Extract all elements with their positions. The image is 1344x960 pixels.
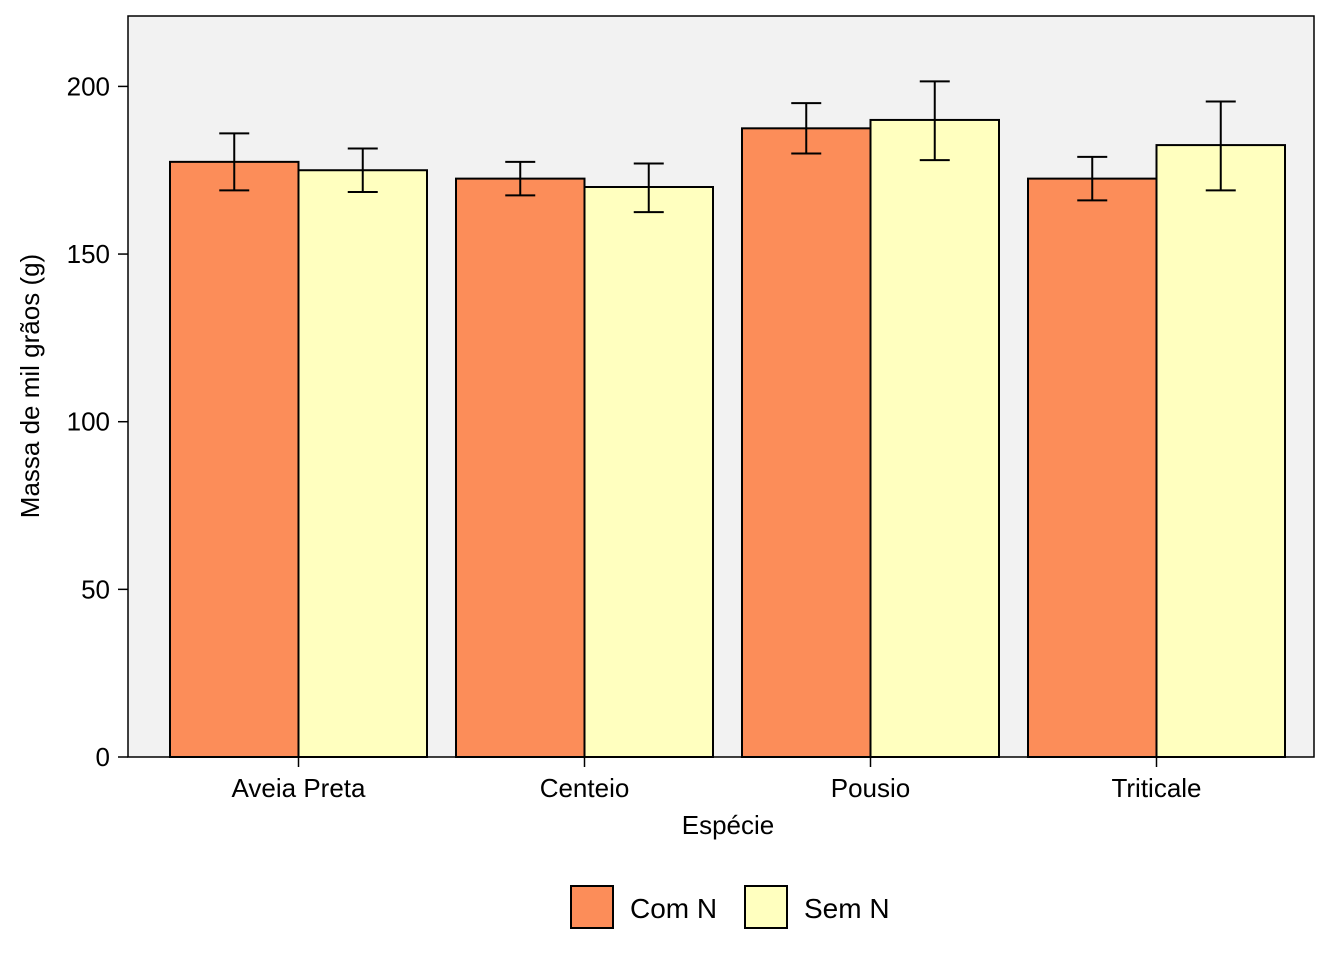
error-bar (633, 162, 664, 214)
y-tick-label: 200 (67, 71, 110, 101)
bar (297, 169, 428, 758)
error-bar (505, 160, 536, 197)
bar (455, 177, 586, 758)
y-tick-label: 50 (81, 574, 110, 604)
axes: 0 50 100 150 200 Aveia Preta Centeio Pousio Trit… (67, 71, 1202, 803)
x-axis-title: Espécie (682, 810, 775, 840)
error-bar (919, 80, 950, 162)
error-bar (791, 102, 822, 155)
bar (583, 186, 714, 758)
x-tick-label: Pousio (831, 773, 911, 803)
bars (169, 118, 1286, 759)
y-tick-label: 0 (96, 742, 110, 772)
legend-label: Com N (630, 893, 717, 924)
legend-key (744, 885, 788, 929)
bar (741, 127, 872, 758)
bar (169, 160, 300, 758)
bar (1027, 177, 1158, 758)
legend-item: Sem N (744, 885, 890, 929)
error-bar (1077, 155, 1108, 202)
error-bar (347, 147, 378, 194)
error-bars (219, 80, 1236, 214)
x-tick-label: Aveia Preta (232, 773, 366, 803)
y-axis-title: Massa de mil grãos (g) (15, 254, 45, 518)
x-tick-label: Triticale (1111, 773, 1201, 803)
bar (869, 118, 1000, 759)
y-tick-label: 150 (67, 239, 110, 269)
x-tick-label: Centeio (540, 773, 630, 803)
bar (1155, 144, 1286, 758)
legend: Com N Sem N (570, 885, 890, 929)
legend-item: Com N (570, 885, 717, 929)
legend-key (570, 885, 614, 929)
y-tick-label: 100 (67, 407, 110, 437)
error-bar (219, 132, 250, 192)
error-bar (1205, 100, 1236, 192)
legend-label: Sem N (804, 893, 890, 924)
